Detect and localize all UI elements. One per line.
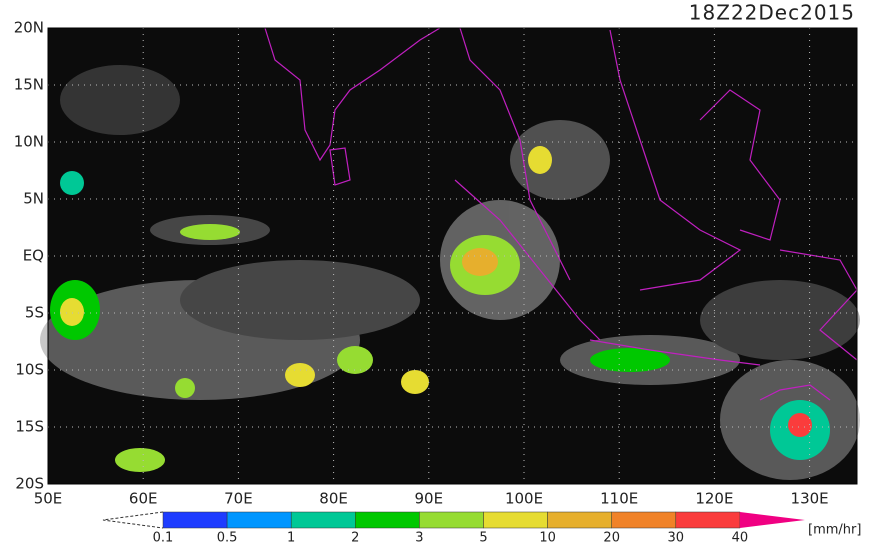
colorbar-label: 1 xyxy=(287,531,295,546)
colorbar-label: 40 xyxy=(732,531,749,546)
map-frame xyxy=(47,27,858,485)
colorbar-segment xyxy=(162,511,228,529)
lat-label: 5N xyxy=(23,190,44,208)
colorbar-segment xyxy=(675,511,741,529)
coastline xyxy=(609,29,742,291)
colorbar-unit: [mm/hr] xyxy=(808,523,861,538)
rain-patch xyxy=(60,298,84,326)
colorbar-label: 5 xyxy=(479,531,487,546)
lat-label: 10N xyxy=(14,133,44,151)
rain-patch xyxy=(462,248,498,276)
coastline xyxy=(454,179,601,341)
lat-label: 5S xyxy=(25,304,44,322)
lon-label: 110E xyxy=(600,490,638,508)
cloud xyxy=(700,280,860,360)
rain-patch xyxy=(60,171,84,195)
map-area xyxy=(40,27,860,485)
lon-label: 50E xyxy=(34,490,63,508)
rain-patch xyxy=(528,146,552,174)
rain-patch xyxy=(115,448,165,472)
colorbar: 0.1 0.5 1 2 3 5 10 20 30 40 [mm/hr] xyxy=(102,511,861,546)
coastline xyxy=(699,89,781,241)
colorbar-over-triangle xyxy=(739,512,805,528)
lon-label: 70E xyxy=(224,490,253,508)
lat-label: EQ xyxy=(23,247,44,265)
rain-patch xyxy=(337,346,373,374)
coastline xyxy=(459,27,571,281)
coastline xyxy=(759,384,831,401)
colorbar-label: 0.1 xyxy=(153,531,174,546)
lat-label: 10S xyxy=(15,361,44,379)
lat-label: 15S xyxy=(15,418,44,436)
colorbar-segment xyxy=(547,511,612,529)
colorbar-label: 10 xyxy=(539,531,556,546)
clouds xyxy=(40,65,860,480)
colorbar-label: 2 xyxy=(351,531,359,546)
colorbar-segment xyxy=(419,511,484,529)
colorbar-segment xyxy=(483,511,548,529)
rain-patch xyxy=(788,413,812,437)
rain-patch xyxy=(180,224,240,240)
lat-label: 20N xyxy=(14,19,44,37)
rain-patch xyxy=(285,363,315,387)
rain-patch xyxy=(175,378,195,398)
lon-label: 100E xyxy=(505,490,543,508)
coastline xyxy=(589,339,761,366)
colorbar-label: 20 xyxy=(603,531,620,546)
lon-label: 80E xyxy=(319,490,348,508)
colorbar-segment xyxy=(226,511,292,529)
lat-label: 20S xyxy=(15,475,44,493)
coastline xyxy=(329,147,351,186)
title: 18Z22Dec2015 xyxy=(689,1,855,25)
coastline xyxy=(264,27,441,162)
lon-label: 130E xyxy=(791,490,829,508)
cloud xyxy=(60,65,180,135)
lat-label: 15N xyxy=(14,76,44,94)
colorbar-label: 3 xyxy=(415,531,423,546)
grid xyxy=(48,28,857,484)
rain-patch xyxy=(590,348,670,372)
lon-label: 90E xyxy=(415,490,444,508)
cloud xyxy=(510,120,610,200)
rain-patches xyxy=(50,146,830,472)
colorbar-label: 0.5 xyxy=(217,531,238,546)
lon-label: 60E xyxy=(129,490,158,508)
colorbar-under-triangle xyxy=(102,511,164,529)
rain-patch xyxy=(401,370,429,394)
colorbar-segment xyxy=(355,511,420,529)
colorbar-segment xyxy=(611,511,677,529)
colorbar-segment xyxy=(290,511,356,529)
colorbar-label: 30 xyxy=(668,531,685,546)
lon-label: 120E xyxy=(695,490,733,508)
cloud xyxy=(180,260,420,340)
